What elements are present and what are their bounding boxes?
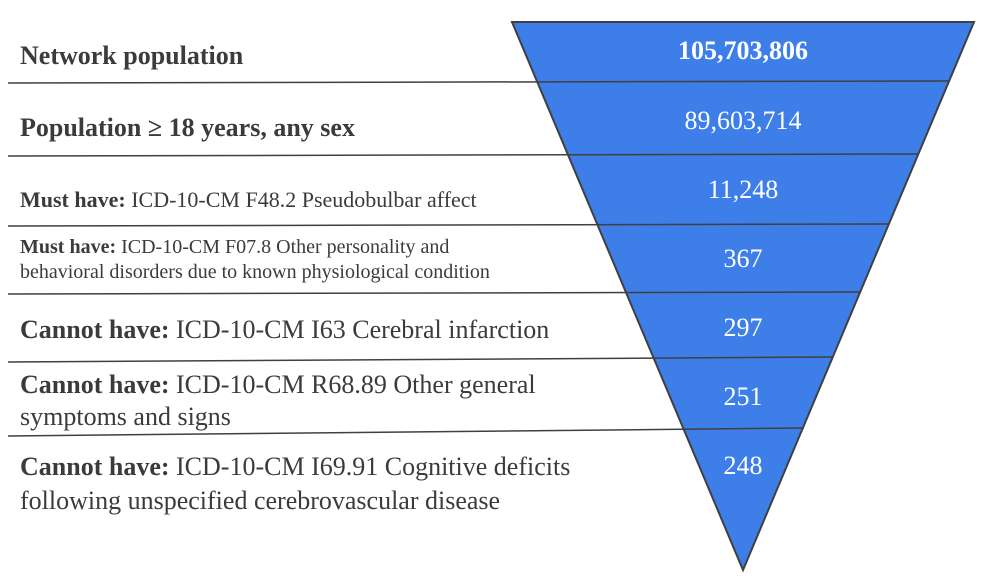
row-4-text: ICD-10-CM F07.8 Other personality and [116, 236, 450, 258]
row-5-text: ICD-10-CM I63 Cerebral infarction [169, 315, 550, 344]
row-6-text-line2: symptoms and signs [20, 402, 231, 431]
row-label-cannot-have-i69: Cannot have: ICD-10-CM I69.91 Cognitive … [20, 450, 570, 518]
divider-line-2 [7, 153, 919, 157]
row-7-text: ICD-10-CM I69.91 Cognitive deficits [169, 452, 571, 481]
row-5-prefix: Cannot have: [20, 315, 170, 344]
funnel-triangle [510, 21, 976, 573]
row-label-population-18: Population ≥ 18 years, any sex [20, 112, 355, 143]
row-3-prefix: Must have: [20, 187, 126, 212]
row-3-text: ICD-10-CM F48.2 Pseudobulbar affect [125, 187, 477, 212]
divider-line-4 [7, 291, 861, 295]
row-7-prefix: Cannot have: [20, 452, 170, 481]
row-6-text: ICD-10-CM R68.89 Other general [169, 370, 536, 399]
row-4-prefix: Must have: [20, 236, 117, 258]
row-2-value: 89,603,714 [684, 106, 802, 135]
row-label-network-population: Network population [20, 40, 243, 71]
row-5-value: 297 [723, 313, 763, 342]
divider-line-5 [7, 356, 833, 363]
row-label-cannot-have-r68: Cannot have: ICD-10-CM R68.89 Other gene… [20, 369, 536, 433]
row-label-cannot-have-i63: Cannot have: ICD-10-CM I63 Cerebral infa… [20, 314, 549, 345]
divider-line-3 [7, 223, 889, 227]
row-4-text-line2: behavioral disorders due to known physio… [20, 261, 490, 283]
row-2-prefix: Population ≥ 18 years, any sex [20, 113, 355, 142]
row-3-value: 11,248 [707, 175, 779, 204]
row-1-prefix: Network population [20, 41, 244, 70]
row-1-value: 105,703,806 [678, 36, 808, 65]
divider-line-6 [7, 427, 805, 437]
divider-line-1 [7, 80, 951, 84]
row-7-value: 248 [723, 451, 763, 480]
row-6-value: 251 [723, 382, 763, 411]
row-4-value: 367 [723, 244, 763, 273]
row-7-text-line2: following unspecified cerebrovascular di… [20, 486, 501, 515]
row-label-must-have-f48: Must have: ICD-10-CM F48.2 Pseudobulbar … [20, 187, 477, 213]
row-6-prefix: Cannot have: [20, 370, 170, 399]
row-label-must-have-f07: Must have: ICD-10-CM F07.8 Other persona… [20, 235, 490, 285]
